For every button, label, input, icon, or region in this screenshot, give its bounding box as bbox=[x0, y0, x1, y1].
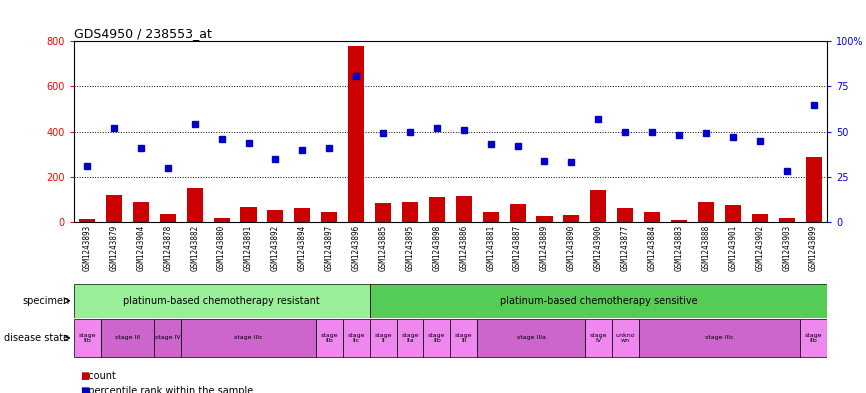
Text: unkno
wn: unkno wn bbox=[616, 332, 635, 343]
Text: stage IIIc: stage IIIc bbox=[234, 336, 262, 340]
Bar bbox=[779, 217, 795, 222]
Text: GSM1243885: GSM1243885 bbox=[378, 225, 388, 271]
Bar bbox=[644, 212, 660, 222]
Text: GDS4950 / 238553_at: GDS4950 / 238553_at bbox=[74, 27, 211, 40]
Bar bbox=[509, 204, 526, 222]
Text: stage
IIb: stage IIb bbox=[805, 332, 823, 343]
Bar bbox=[805, 156, 822, 222]
Bar bbox=[241, 208, 256, 222]
Text: GSM1243894: GSM1243894 bbox=[298, 225, 307, 271]
Bar bbox=[321, 212, 337, 222]
Bar bbox=[187, 188, 203, 222]
Text: GSM1243903: GSM1243903 bbox=[782, 225, 792, 271]
Text: platinum-based chemotherapy sensitive: platinum-based chemotherapy sensitive bbox=[500, 296, 697, 306]
Bar bbox=[348, 46, 365, 222]
Text: GSM1243892: GSM1243892 bbox=[271, 225, 280, 271]
Text: GSM1243891: GSM1243891 bbox=[244, 225, 253, 271]
Text: ■: ■ bbox=[81, 386, 90, 393]
Bar bbox=[591, 190, 606, 222]
Bar bbox=[375, 203, 391, 222]
Text: GSM1243895: GSM1243895 bbox=[405, 225, 415, 271]
Bar bbox=[477, 319, 585, 357]
Bar bbox=[343, 319, 370, 357]
Bar bbox=[181, 319, 316, 357]
Text: GSM1243883: GSM1243883 bbox=[675, 225, 683, 271]
Bar bbox=[800, 319, 827, 357]
Bar bbox=[456, 196, 472, 222]
Text: stage
IIa: stage IIa bbox=[401, 332, 418, 343]
Text: GSM1243893: GSM1243893 bbox=[82, 225, 92, 271]
Text: specimen: specimen bbox=[22, 296, 69, 306]
Text: GSM1243884: GSM1243884 bbox=[648, 225, 656, 271]
Bar bbox=[74, 319, 100, 357]
Text: GSM1243896: GSM1243896 bbox=[352, 225, 360, 271]
Text: stage
IIb: stage IIb bbox=[428, 332, 446, 343]
Bar bbox=[159, 214, 176, 222]
Text: GSM1243902: GSM1243902 bbox=[755, 225, 765, 271]
Bar bbox=[752, 214, 768, 222]
Text: GSM1243882: GSM1243882 bbox=[191, 225, 199, 271]
Text: GSM1243901: GSM1243901 bbox=[728, 225, 737, 271]
Text: percentile rank within the sample: percentile rank within the sample bbox=[82, 386, 254, 393]
Text: GSM1243881: GSM1243881 bbox=[486, 225, 495, 271]
Bar bbox=[429, 197, 445, 222]
Bar bbox=[563, 215, 579, 222]
Bar bbox=[402, 202, 418, 222]
Text: count: count bbox=[82, 371, 116, 381]
Bar bbox=[482, 212, 499, 222]
Text: GSM1243904: GSM1243904 bbox=[136, 225, 145, 271]
Text: GSM1243878: GSM1243878 bbox=[164, 225, 172, 271]
Bar bbox=[100, 319, 154, 357]
Bar bbox=[397, 319, 423, 357]
Bar bbox=[370, 319, 397, 357]
Bar bbox=[214, 217, 229, 222]
Bar bbox=[79, 219, 95, 222]
Bar bbox=[154, 319, 181, 357]
Text: platinum-based chemotherapy resistant: platinum-based chemotherapy resistant bbox=[123, 296, 320, 306]
Text: stage IIIc: stage IIIc bbox=[705, 336, 734, 340]
Text: stage
II: stage II bbox=[374, 332, 391, 343]
Text: GSM1243877: GSM1243877 bbox=[621, 225, 630, 271]
Text: stage IIIa: stage IIIa bbox=[516, 336, 546, 340]
Bar bbox=[268, 209, 283, 222]
Bar bbox=[74, 284, 370, 318]
Bar bbox=[725, 205, 741, 222]
Text: stage IV: stage IV bbox=[155, 336, 181, 340]
Text: stage
IIb: stage IIb bbox=[78, 332, 96, 343]
Bar bbox=[370, 284, 827, 318]
Bar bbox=[132, 202, 149, 222]
Text: GSM1243887: GSM1243887 bbox=[513, 225, 522, 271]
Text: GSM1243899: GSM1243899 bbox=[809, 225, 818, 271]
Text: GSM1243900: GSM1243900 bbox=[594, 225, 603, 271]
Text: GSM1243889: GSM1243889 bbox=[540, 225, 549, 271]
Text: GSM1243897: GSM1243897 bbox=[325, 225, 333, 271]
Bar bbox=[316, 319, 343, 357]
Bar bbox=[698, 202, 714, 222]
Text: GSM1243898: GSM1243898 bbox=[432, 225, 442, 271]
Text: stage
III: stage III bbox=[455, 332, 473, 343]
Bar bbox=[450, 319, 477, 357]
Bar bbox=[106, 195, 122, 222]
Text: stage III: stage III bbox=[115, 336, 140, 340]
Bar bbox=[536, 217, 553, 222]
Bar bbox=[671, 220, 687, 222]
Text: stage
IV: stage IV bbox=[590, 332, 607, 343]
Text: disease state: disease state bbox=[4, 333, 69, 343]
Bar bbox=[585, 319, 611, 357]
Bar bbox=[617, 208, 633, 222]
Text: stage
IIb: stage IIb bbox=[320, 332, 338, 343]
Text: GSM1243886: GSM1243886 bbox=[459, 225, 469, 271]
Bar bbox=[423, 319, 450, 357]
Bar bbox=[611, 319, 638, 357]
Text: stage
IIc: stage IIc bbox=[347, 332, 365, 343]
Bar bbox=[294, 208, 310, 222]
Text: GSM1243890: GSM1243890 bbox=[567, 225, 576, 271]
Text: GSM1243880: GSM1243880 bbox=[217, 225, 226, 271]
Bar bbox=[638, 319, 800, 357]
Text: ■: ■ bbox=[81, 371, 90, 381]
Text: GSM1243888: GSM1243888 bbox=[701, 225, 710, 271]
Text: GSM1243879: GSM1243879 bbox=[109, 225, 119, 271]
